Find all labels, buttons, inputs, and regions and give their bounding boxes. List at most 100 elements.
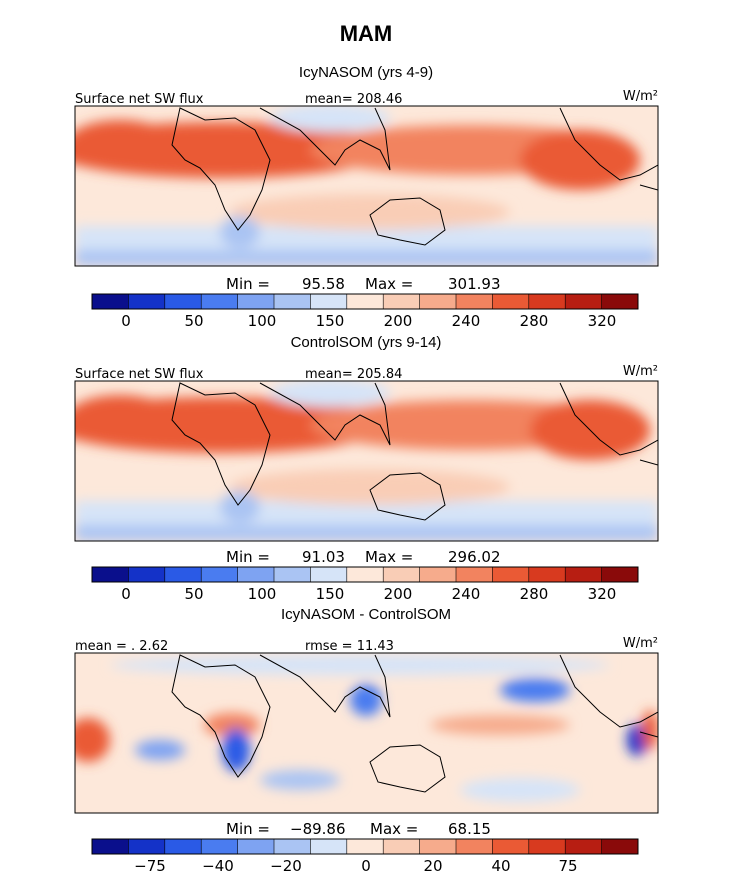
rmse-label: rmse = 11.43 bbox=[305, 639, 394, 654]
colorbar: 0 50 100 150 200 240 280 320 bbox=[91, 293, 639, 330]
atlantic-high bbox=[75, 120, 175, 170]
colorbar-tick-label: −75 bbox=[134, 857, 166, 875]
panel-title: IcyNASOM - ControlSOM bbox=[281, 606, 451, 623]
coastlines bbox=[171, 382, 658, 521]
panel-diff: IcyNASOM - ControlSOM mean = . 2.62 rmse… bbox=[74, 606, 659, 875]
variable-label: Surface net SW flux bbox=[75, 92, 204, 107]
colorbar-tick-label: −20 bbox=[270, 857, 302, 875]
colorbar: −75 −40 −20 0 20 40 75 bbox=[91, 838, 639, 875]
variable-label: Surface net SW flux bbox=[75, 367, 204, 382]
australia-coast bbox=[369, 472, 446, 521]
subtropical-south bbox=[230, 194, 510, 230]
southern-ocean-band bbox=[75, 250, 658, 266]
colorbar-tick-label: 50 bbox=[184, 312, 203, 330]
colorbar-segment bbox=[164, 567, 202, 582]
min-value: 91.03 bbox=[302, 548, 345, 566]
colorbar-tick-label: 50 bbox=[184, 585, 203, 603]
min-value: −89.86 bbox=[290, 820, 346, 838]
mean-label: mean= 205.84 bbox=[305, 367, 402, 382]
panel-icy: IcyNASOM (yrs 4-9) Surface net SW flux m… bbox=[74, 64, 659, 330]
africa-coast bbox=[171, 654, 271, 778]
coastlines bbox=[171, 654, 658, 793]
colorbar-tick-label: 40 bbox=[491, 857, 510, 875]
mean-label: mean= 208.46 bbox=[305, 92, 402, 107]
colorbar-tick-label: 320 bbox=[588, 312, 617, 330]
colorbar-tick-label: 240 bbox=[452, 312, 481, 330]
colorbar-tick-label: 280 bbox=[520, 312, 549, 330]
colorbar-tick-label: 0 bbox=[121, 585, 131, 603]
africa-coast bbox=[171, 107, 271, 231]
colorbar-tick-label: 280 bbox=[520, 585, 549, 603]
units-label: W/m² bbox=[623, 636, 658, 651]
colorbar-segment bbox=[310, 839, 348, 854]
colorbar-segment bbox=[164, 839, 202, 854]
colorbar-segment bbox=[128, 839, 166, 854]
colorbar: 0 50 100 150 200 240 280 320 bbox=[91, 566, 639, 603]
africa-low bbox=[222, 728, 250, 772]
east-edge-low bbox=[627, 724, 647, 756]
atlantic-high bbox=[75, 395, 175, 445]
americas-coast bbox=[559, 107, 658, 181]
west-edge-high bbox=[75, 718, 110, 762]
americas-coast bbox=[559, 654, 658, 728]
colorbar-segment bbox=[456, 294, 493, 309]
southern-ocean-band bbox=[75, 525, 658, 541]
colorbar-segment bbox=[528, 567, 566, 582]
eurasia-coast bbox=[259, 382, 391, 446]
africa-low bbox=[220, 216, 260, 248]
colorbar-segment bbox=[274, 567, 311, 582]
colorbar-segment bbox=[601, 567, 639, 582]
colorbar-segment bbox=[565, 839, 603, 854]
min-label: Min = bbox=[226, 275, 270, 293]
coastlines bbox=[171, 107, 658, 246]
colorbar-tick-label: 100 bbox=[248, 312, 277, 330]
colorbar-tick-label: 0 bbox=[121, 312, 131, 330]
max-value: 296.02 bbox=[448, 548, 501, 566]
panel-title: ControlSOM (yrs 9-14) bbox=[291, 334, 442, 351]
south-america-coast bbox=[639, 184, 658, 191]
colorbar-segment bbox=[383, 567, 421, 582]
colorbar-segment bbox=[237, 567, 275, 582]
east-pacific-high bbox=[520, 130, 640, 190]
colorbar-segment bbox=[201, 839, 239, 854]
colorbar-segment bbox=[456, 839, 493, 854]
units-label: W/m² bbox=[623, 89, 658, 104]
colorbar-segment bbox=[383, 839, 421, 854]
map-panel bbox=[75, 653, 658, 813]
colorbar-segment bbox=[92, 294, 129, 309]
colorbar-segment bbox=[310, 567, 348, 582]
colorbar-segment bbox=[201, 567, 239, 582]
colorbar-segment bbox=[346, 567, 384, 582]
indian-low bbox=[260, 770, 340, 790]
colorbar-segment bbox=[419, 839, 457, 854]
colorbar-tick-label: 20 bbox=[423, 857, 442, 875]
colorbar-segment bbox=[274, 294, 311, 309]
africa-coast bbox=[171, 382, 271, 506]
colorbar-segment bbox=[237, 839, 275, 854]
colorbar-frame bbox=[91, 566, 639, 583]
colorbar-segment bbox=[565, 567, 603, 582]
north-low bbox=[270, 381, 390, 407]
colorbar-segment bbox=[492, 294, 530, 309]
min-label: Min = bbox=[226, 548, 270, 566]
max-label: Max = bbox=[365, 548, 413, 566]
units-label: W/m² bbox=[623, 364, 658, 379]
max-value: 68.15 bbox=[448, 820, 491, 838]
colorbar-segment bbox=[346, 294, 384, 309]
australia-coast bbox=[369, 744, 446, 793]
colorbar-tick-label: 240 bbox=[452, 585, 481, 603]
colorbar-tick-label: 75 bbox=[558, 857, 577, 875]
colorbar-segment bbox=[128, 567, 166, 582]
min-label: Min = bbox=[226, 820, 270, 838]
panel-ctrl: ControlSOM (yrs 9-14) Surface net SW flu… bbox=[74, 334, 659, 603]
mean-label: mean = . 2.62 bbox=[75, 639, 168, 654]
colorbar-segment bbox=[310, 294, 348, 309]
colorbar-segment bbox=[201, 294, 239, 309]
colorbar-segment bbox=[274, 839, 311, 854]
figure-title: MAM bbox=[340, 21, 393, 46]
max-label: Max = bbox=[370, 820, 418, 838]
north-low bbox=[270, 106, 390, 132]
map-panel bbox=[75, 106, 658, 266]
colorbar-tick-label: 150 bbox=[316, 312, 345, 330]
